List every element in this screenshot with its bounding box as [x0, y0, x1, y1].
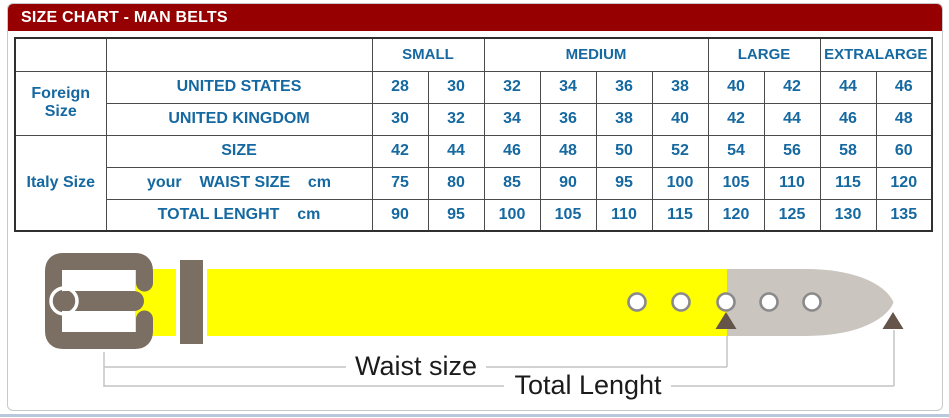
buckle-pivot-ring [49, 286, 79, 316]
size-cell: 50 [595, 134, 653, 168]
row-label: your WAIST SIZE cm [105, 166, 373, 200]
size-cell: 58 [819, 134, 877, 168]
size-cell: 95 [427, 198, 485, 232]
size-cell: 110 [595, 198, 653, 232]
size-group-header: SMALL [371, 37, 485, 72]
size-cell: 85 [483, 166, 541, 200]
size-cell: 135 [875, 198, 933, 232]
waist-arrow [715, 312, 737, 329]
row-group-label: Italy Size [14, 134, 107, 232]
size-cell: 100 [651, 166, 709, 200]
size-cell: 75 [371, 166, 429, 200]
size-cell: 36 [539, 102, 597, 136]
page-frame: SIZE CHART - MAN BELTS SMALL MEDIUM LARGE E… [7, 3, 943, 411]
table-row: TOTAL LENGHT cm 90 95 100 105 110 115 120 125 130… [15, 198, 933, 232]
size-cell: 95 [595, 166, 653, 200]
size-cell: 32 [427, 102, 485, 136]
belt-holes [627, 292, 822, 312]
row-label: SIZE [105, 134, 373, 168]
size-cell: 110 [763, 166, 821, 200]
belt-hole [802, 292, 822, 312]
size-cell: 80 [427, 166, 485, 200]
size-cell: 40 [707, 70, 765, 104]
size-cell: 46 [875, 70, 933, 104]
corner-cell-group [14, 37, 107, 72]
size-cell: 44 [819, 70, 877, 104]
size-cell: 42 [707, 102, 765, 136]
size-group-header: EXTRALARGE [819, 37, 933, 72]
size-cell: 46 [483, 134, 541, 168]
size-cell: 38 [595, 102, 653, 136]
size-cell: 34 [483, 102, 541, 136]
size-group-header: MEDIUM [483, 37, 709, 72]
size-cell: 130 [819, 198, 877, 232]
belt-diagram: Waist size Total Lenght [45, 253, 904, 400]
waist-size-label: Waist size [355, 351, 477, 381]
size-cell: 30 [371, 102, 429, 136]
size-cell: 40 [651, 102, 709, 136]
size-cell: 46 [819, 102, 877, 136]
size-chart-table: SMALL MEDIUM LARGE EXTRALARGE Foreign Size UN… [14, 37, 933, 232]
size-cell: 90 [539, 166, 597, 200]
title-bar: SIZE CHART - MAN BELTS [8, 4, 942, 31]
size-cell: 90 [371, 198, 429, 232]
row-label: UNITED KINGDOM [105, 102, 373, 136]
size-cell: 115 [651, 198, 709, 232]
size-cell: 115 [819, 166, 877, 200]
table-row: your WAIST SIZE cm 75 80 85 90 95 100 105 110 115… [15, 166, 933, 200]
table-row: Italy Size SIZE 42 44 46 48 50 52 54 56 58 60 [14, 134, 933, 232]
size-cell: 42 [763, 70, 821, 104]
belt-keeper [176, 256, 207, 348]
bottom-edge-line [0, 414, 949, 417]
size-cell: 28 [371, 70, 429, 104]
row-label: UNITED STATES [105, 70, 373, 104]
leader-lines [103, 330, 895, 387]
size-cell: 125 [763, 198, 821, 232]
belt-hole [716, 292, 736, 312]
size-cell: 60 [875, 134, 933, 168]
buckle-frame [45, 253, 153, 349]
size-cell: 54 [707, 134, 765, 168]
corner-cell-label [105, 37, 373, 72]
row-group-label: Foreign Size [14, 70, 107, 136]
belt-hole [759, 292, 779, 312]
table-row: UNITED KINGDOM 30 32 34 36 38 40 42 44 46 48 [15, 102, 933, 136]
size-cell: 44 [763, 102, 821, 136]
size-chart-table-body: SMALL MEDIUM LARGE EXTRALARGE Foreign Size UN… [14, 37, 933, 232]
size-cell: 48 [539, 134, 597, 168]
size-cell: 105 [539, 198, 597, 232]
size-group-header: LARGE [707, 37, 821, 72]
size-cell: 120 [707, 198, 765, 232]
size-cell: 34 [539, 70, 597, 104]
table-row: Foreign Size UNITED STATES 28 30 32 34 36 38 40 4… [14, 70, 933, 136]
total-length-label: Total Lenght [514, 370, 662, 400]
size-cell: 44 [427, 134, 485, 168]
size-cell: 120 [875, 166, 933, 200]
row-label: TOTAL LENGHT cm [105, 198, 373, 232]
size-cell: 56 [763, 134, 821, 168]
size-cell: 100 [483, 198, 541, 232]
table-header-row: SMALL MEDIUM LARGE EXTRALARGE [14, 37, 933, 72]
size-cell: 30 [427, 70, 485, 104]
size-cell: 52 [651, 134, 709, 168]
size-cell: 32 [483, 70, 541, 104]
size-cell: 105 [707, 166, 765, 200]
total-arrow [882, 312, 904, 329]
size-cell: 42 [371, 134, 429, 168]
page-title: SIZE CHART - MAN BELTS [21, 9, 228, 26]
size-cell: 38 [651, 70, 709, 104]
belt-hole [627, 292, 647, 312]
belt-hole [671, 292, 691, 312]
size-cell: 36 [595, 70, 653, 104]
size-cell: 48 [875, 102, 933, 136]
